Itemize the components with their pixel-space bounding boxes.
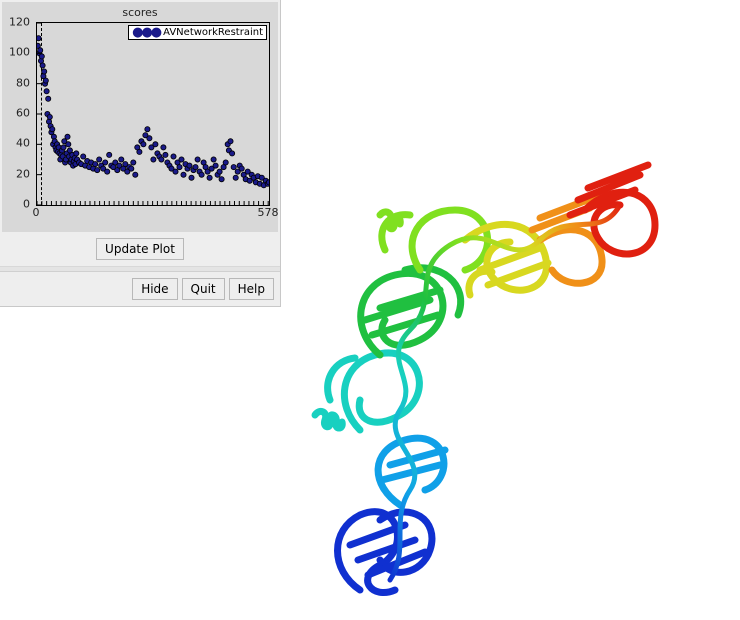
plot-legend: ●●● AVNetworkRestraint — [128, 25, 267, 40]
control-panel: scores 020406080100120 ●●● AVNetworkRest… — [0, 0, 281, 307]
help-button[interactable]: Help — [229, 278, 274, 300]
legend-label: AVNetworkRestraint — [163, 27, 263, 38]
x-axis-labels: 0578 — [36, 206, 268, 222]
y-axis-labels: 020406080100120 — [2, 22, 32, 204]
plot-title: scores — [2, 6, 278, 19]
hide-button[interactable]: Hide — [132, 278, 177, 300]
plot-button-row: Update Plot — [0, 234, 280, 266]
plot-area: ●●● AVNetworkRestraint — [36, 22, 270, 206]
protein-structure — [240, 120, 700, 620]
quit-button[interactable]: Quit — [182, 278, 225, 300]
update-plot-button[interactable]: Update Plot — [96, 238, 184, 260]
action-button-row: Hide Quit Help — [0, 271, 280, 306]
legend-marker-icon: ●●● — [132, 28, 160, 38]
plot-ticks — [37, 23, 269, 205]
scores-plot: scores 020406080100120 ●●● AVNetworkRest… — [2, 2, 278, 232]
